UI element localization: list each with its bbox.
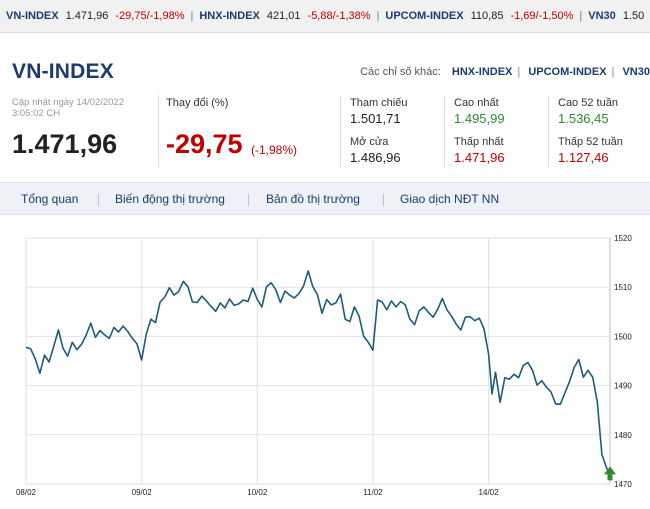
- high52-label: Cao 52 tuần: [558, 97, 618, 109]
- other-indices-label: Các chỉ số khác:: [360, 66, 441, 78]
- ticker-value: 1.50: [622, 10, 645, 22]
- tab-divider: [383, 194, 384, 206]
- change-percent: (-1,98%): [251, 143, 298, 157]
- y-tick-label: 1490: [614, 382, 632, 391]
- tab-overview[interactable]: Tổng quan: [21, 192, 79, 206]
- x-tick-label: 11/02: [363, 488, 383, 497]
- divider: [548, 95, 549, 167]
- x-tick-label: 08/02: [16, 488, 37, 497]
- low-value: 1.471,96: [454, 150, 505, 165]
- y-tick-label: 1500: [614, 332, 632, 341]
- high-label: Cao nhất: [454, 97, 499, 109]
- other-indices: Các chỉ số khác: HNX-INDEX | UPCOM-INDEX |…: [360, 66, 650, 78]
- ticker-item[interactable]: VN-INDEX 1.471,96 -29,75/-1,98% |: [6, 0, 194, 32]
- high52-value: 1.536,45: [558, 111, 609, 126]
- page-title: VN-INDEX: [12, 60, 114, 83]
- update-time: Cập nhật ngày 14/02/2022 3:05:02 CH: [12, 97, 124, 119]
- ticker-change: -1,69/-1,50%: [510, 10, 574, 22]
- open-value: 1.486,96: [350, 150, 401, 165]
- link-vn30[interactable]: VN30: [622, 66, 650, 78]
- up-arrow-icon: [607, 474, 613, 481]
- ticker-name: UPCOM-INDEX: [385, 10, 464, 22]
- y-tick-label: 1520: [614, 234, 632, 243]
- tab-divider: [248, 194, 249, 206]
- y-tick-label: 1510: [614, 283, 632, 292]
- divider: [340, 95, 341, 167]
- index-value: 1.471,96: [12, 129, 118, 159]
- ticker-item[interactable]: UPCOM-INDEX 110,85 -1,69/-1,50% |: [385, 0, 583, 32]
- ticker-value: 110,85: [470, 10, 504, 22]
- tab-market-map[interactable]: Bản đồ thị trường: [266, 192, 360, 206]
- tab-foreign-trading[interactable]: Giao dịch NĐT NN: [400, 192, 500, 206]
- x-tick-label: 10/02: [247, 488, 268, 497]
- y-tick-label: 1470: [614, 480, 632, 489]
- ticker-separator: |: [579, 10, 583, 22]
- ticker-separator: |: [376, 10, 380, 22]
- link-upcom-index[interactable]: UPCOM-INDEX: [528, 66, 607, 78]
- high-value: 1.495,99: [454, 111, 505, 126]
- ticker-value: 421,01: [266, 10, 301, 22]
- ticker-change: -5,88/-1,38%: [307, 10, 371, 22]
- plot-area: [25, 237, 611, 485]
- x-tick-label: 09/02: [132, 488, 153, 497]
- ref-label: Tham chiếu: [350, 97, 408, 109]
- link-hnx-index[interactable]: HNX-INDEX: [451, 66, 513, 78]
- low52-label: Thấp 52 tuần: [558, 136, 623, 148]
- tab-market-movement[interactable]: Biến động thị trường: [115, 192, 225, 206]
- up-arrow-icon: [604, 466, 616, 475]
- ticker-name: VN30: [588, 10, 616, 22]
- open-label: Mở cửa: [350, 136, 389, 148]
- divider: [444, 95, 445, 167]
- ref-value: 1.501,71: [350, 111, 401, 126]
- x-tick-label: 14/02: [479, 488, 500, 497]
- ticker-item[interactable]: VN30 1.50: [588, 0, 650, 32]
- ticker-separator: |: [190, 10, 194, 22]
- ticker-name: HNX-INDEX: [199, 10, 260, 22]
- ticker-name: VN-INDEX: [6, 10, 59, 22]
- ticker-change: -29,75/-1,98%: [115, 10, 185, 22]
- ticker-value: 1.471,96: [65, 10, 109, 22]
- y-tick-label: 1480: [614, 431, 632, 440]
- ticker-bar: VN-INDEX 1.471,96 -29,75/-1,98% | HNX-INDEX 4…: [0, 0, 650, 33]
- ticker-item[interactable]: HNX-INDEX 421,01 -5,88/-1,38% |: [199, 0, 380, 32]
- change-value: -29,75: [166, 129, 243, 159]
- change-label: Thay đổi (%): [166, 97, 229, 109]
- low-label: Thấp nhất: [454, 136, 504, 148]
- low52-value: 1.127,46: [558, 150, 609, 165]
- tab-bar: Tổng quan Biến động thị trường Bản đồ th…: [0, 182, 650, 215]
- tab-divider: [98, 194, 99, 206]
- index-chart: 1470 1480 1490 1500 1510 1520 08/02 09/02 10/02 1…: [16, 234, 632, 497]
- divider: [158, 95, 159, 167]
- series-line: [25, 270, 611, 475]
